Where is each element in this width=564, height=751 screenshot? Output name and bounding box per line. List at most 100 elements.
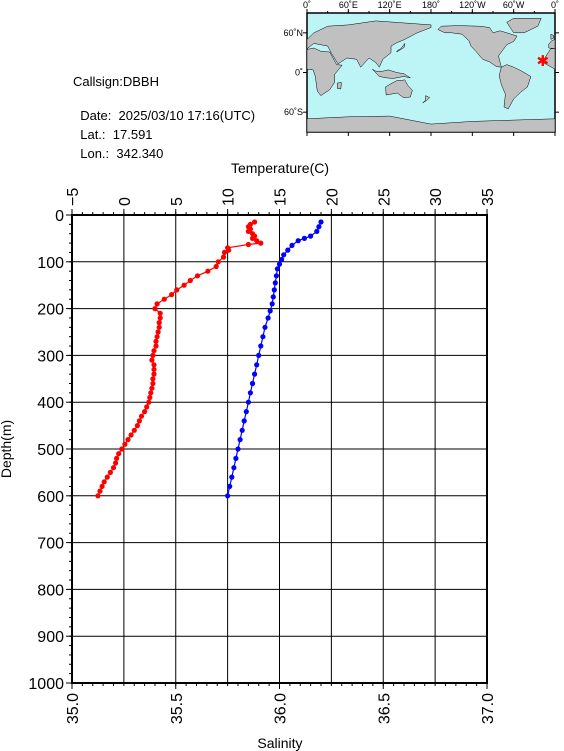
temperature-point <box>110 465 117 471</box>
temperature-point <box>150 352 156 358</box>
salinity-point <box>301 235 307 241</box>
salinity-point <box>265 315 271 321</box>
salinity-axis-title: Salinity <box>257 735 302 751</box>
salinity-point <box>237 437 243 443</box>
lat-row: Lat.: 17.591 <box>73 115 152 142</box>
map-lon-label: 60˚W <box>503 0 525 10</box>
grid-lines <box>72 215 487 683</box>
salinity-point <box>314 228 320 234</box>
temperature-point <box>142 409 148 415</box>
salinity-profile-line <box>227 221 322 496</box>
continent-nz <box>422 95 431 104</box>
temperature-point <box>187 277 193 284</box>
temperature-point <box>153 338 159 344</box>
depth-tick-label: 1000 <box>28 676 64 693</box>
station-marker: ✱ <box>537 53 550 70</box>
temperature-tick-label: −5 <box>65 188 82 206</box>
temperature-point <box>151 348 157 354</box>
salinity-point <box>318 219 324 225</box>
temperature-point <box>155 329 161 335</box>
lon-label: Lon.: <box>80 146 110 161</box>
plot-frame <box>71 214 488 684</box>
salinity-point <box>247 390 253 396</box>
salinity-point <box>276 261 283 267</box>
temperature-point <box>254 238 260 244</box>
salinity-tick-label: 37.0 <box>480 693 497 724</box>
data-series <box>95 219 324 499</box>
temperature-point <box>136 418 142 424</box>
world-map: 0˚ 60˚E 120˚E 180˚ 120˚W 60˚W 0˚ 60˚N 0˚ 60˚S ✱ <box>283 0 559 136</box>
lat-label: Lat.: <box>80 127 106 142</box>
temperature-tick-label: 25 <box>376 188 393 206</box>
salinity-tick-label: 36.0 <box>273 693 290 724</box>
temperature-point <box>205 268 211 274</box>
temperature-point <box>150 376 156 382</box>
temperature-tick-label: 20 <box>324 188 341 206</box>
temperature-point <box>152 306 158 312</box>
temperature-point <box>125 437 131 443</box>
salinity-tick-label: 36.5 <box>376 693 393 724</box>
salinity-point <box>241 418 247 424</box>
temperature-point <box>154 334 160 340</box>
salinity-point <box>227 483 233 489</box>
temperature-point <box>169 292 175 298</box>
temperature-point <box>156 320 162 326</box>
temperature-tick-label: 15 <box>273 188 290 206</box>
temperature-tick-label: 5 <box>169 197 186 206</box>
temperature-point <box>151 371 157 377</box>
temperature-tick-label: 0 <box>117 197 134 206</box>
depth-tick-label: 100 <box>37 255 64 272</box>
temperature-point <box>161 296 167 302</box>
map-lat-label: 60˚S <box>284 107 303 117</box>
temperature-point <box>181 282 187 288</box>
continent-uk <box>550 33 554 40</box>
temperature-point <box>154 301 160 307</box>
salinity-point <box>231 465 237 471</box>
salinity-point <box>285 247 291 253</box>
salinity-point <box>281 252 287 258</box>
temperature-point <box>101 479 107 485</box>
salinity-point <box>233 455 239 461</box>
temperature-point <box>213 263 219 270</box>
temperature-point <box>150 380 156 387</box>
date-label: Date: <box>80 108 112 123</box>
temperature-point <box>245 228 251 234</box>
temperature-point <box>99 483 105 489</box>
temperature-point <box>114 455 120 461</box>
callsign-text: Callsign:DBBH <box>73 74 159 89</box>
continent-japan <box>396 43 406 53</box>
temperature-point <box>128 432 134 438</box>
map-land <box>306 18 556 133</box>
temperature-point <box>153 343 159 349</box>
depth-tick-label: 400 <box>37 395 64 412</box>
depth-tick-label: 600 <box>37 489 64 506</box>
continent-eurasia <box>306 20 432 68</box>
salinity-point <box>262 324 268 330</box>
salinity-point <box>260 334 266 340</box>
temperature-point <box>226 247 232 253</box>
depth-tick-label: 500 <box>37 442 64 459</box>
salinity-point <box>249 380 256 387</box>
temperature-tick-label: 35 <box>480 188 497 206</box>
temperature-point <box>157 315 163 321</box>
depth-tick-label: 300 <box>37 348 64 365</box>
continent-africa <box>306 47 343 96</box>
temperature-point <box>245 241 251 248</box>
temperature-tick-label: 30 <box>428 188 445 206</box>
map-ticks: 0˚ 60˚E 120˚E 180˚ 120˚W 60˚W 0˚ 60˚N 0˚ 60˚S <box>283 0 559 136</box>
map-lon-label: 120˚W <box>459 0 486 10</box>
salinity-point <box>316 224 322 230</box>
temperature-point <box>116 451 122 457</box>
salinity-point <box>273 273 279 279</box>
salinity-tick-label: 35.0 <box>65 693 82 724</box>
salinity-point <box>256 352 262 358</box>
temperature-point <box>134 423 140 429</box>
temperature-point <box>194 273 201 279</box>
salinity-tick-label: 35.5 <box>169 693 186 724</box>
continent-australia <box>385 79 413 98</box>
salinity-point <box>274 266 280 272</box>
map-lat-label: 60˚N <box>283 28 303 38</box>
map-lon-label: 60˚E <box>339 0 358 10</box>
